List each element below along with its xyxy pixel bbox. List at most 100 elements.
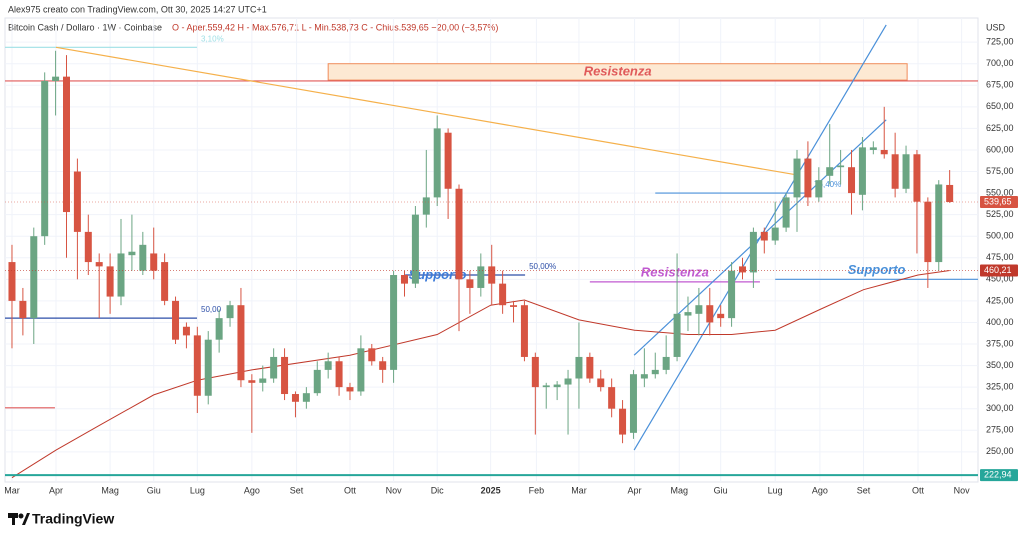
candle-body — [902, 154, 910, 189]
x-tick-label: Apr — [628, 485, 642, 495]
candle-body — [826, 167, 834, 176]
drawing-line — [633, 119, 887, 356]
candle-body — [673, 313, 681, 357]
y-tick-label: 700,00 — [986, 58, 1014, 68]
brand: TradingView — [32, 511, 114, 527]
candle-body — [270, 356, 278, 379]
candle-body — [182, 326, 190, 336]
candle-body — [837, 165, 845, 168]
candle-body — [379, 361, 387, 370]
candle-body — [346, 387, 354, 392]
x-tick-label: Ago — [812, 485, 828, 495]
support-value-badge — [980, 469, 1018, 482]
candle-body — [477, 266, 485, 288]
candle-body — [499, 283, 507, 306]
x-tick-label: Set — [290, 485, 304, 495]
candle-body — [19, 300, 27, 319]
candle-body — [248, 380, 256, 383]
candle-body — [662, 356, 670, 370]
x-tick-label: Lug — [768, 485, 783, 495]
candle-body — [357, 348, 365, 392]
candle-body — [531, 356, 539, 388]
ma-value-label: 460,21 — [984, 265, 1012, 275]
candle-body — [640, 374, 648, 379]
y-tick-label: 400,00 — [986, 317, 1014, 327]
y-tick-label: 550,00 — [986, 187, 1014, 197]
candle-body — [684, 312, 692, 316]
candle-body — [924, 201, 932, 263]
candle-body — [804, 158, 812, 198]
candle-body — [542, 385, 550, 388]
x-tick-label: Mar — [571, 485, 587, 495]
last-price-badge — [980, 196, 1018, 209]
candle-body — [815, 180, 823, 198]
currency: USD — [986, 22, 1006, 32]
x-tick-label: Ott — [344, 485, 357, 495]
candle-body — [8, 262, 16, 301]
candle-body — [193, 335, 201, 396]
y-tick-label: 300,00 — [986, 403, 1014, 413]
candle-body — [651, 369, 659, 375]
y-tick-label: 725,00 — [986, 37, 1014, 47]
x-tick-label: Lug — [190, 485, 205, 495]
y-tick-label: 625,00 — [986, 123, 1014, 133]
candle-body — [793, 158, 801, 198]
candle-body — [41, 80, 49, 237]
candle-body — [52, 76, 60, 81]
candle-body — [95, 262, 103, 267]
candle-body — [302, 393, 310, 402]
candle-body — [117, 253, 125, 297]
candle-body — [30, 236, 38, 319]
candle-body — [771, 227, 779, 241]
moving-average — [11, 270, 950, 479]
candle-body — [455, 188, 463, 280]
candle-body — [553, 384, 561, 388]
x-tick-label: Nov — [954, 485, 971, 495]
candle-body — [880, 149, 888, 155]
symbol: Bitcoin Cash / Dollaro · 1W · Coinbase — [8, 22, 162, 32]
candle-body — [913, 154, 921, 202]
candle-body — [335, 361, 343, 388]
drawing-label: 50,00% — [529, 262, 556, 271]
candle-body — [128, 251, 136, 256]
x-tick-label: 2025 — [481, 485, 501, 495]
y-tick-label: 475,00 — [986, 252, 1014, 262]
candle-body — [946, 184, 954, 203]
candle-body — [586, 356, 594, 379]
candle-body — [62, 76, 70, 213]
drawing-label: Resistenza — [584, 63, 652, 78]
y-tick-label: 675,00 — [986, 80, 1014, 90]
y-tick-label: 250,00 — [986, 446, 1014, 456]
candle-body — [575, 356, 583, 379]
candle-body — [259, 378, 267, 383]
candle-body — [400, 275, 408, 284]
candle-body — [313, 369, 321, 394]
candle-body — [106, 266, 114, 297]
candle-body — [728, 270, 736, 319]
y-tick-label: 500,00 — [986, 231, 1014, 241]
candle-body — [444, 132, 452, 189]
candle-body — [73, 171, 81, 232]
candle-body — [782, 197, 790, 228]
candle-body — [466, 279, 474, 288]
candle-body — [749, 231, 757, 273]
x-tick-label: Dic — [431, 485, 444, 495]
y-tick-label: 450,00 — [986, 274, 1014, 284]
drawing-label: 76,40% — [814, 180, 841, 189]
candle-body — [488, 266, 496, 284]
byline: Alex975 creato con TradingView.com, Ott … — [8, 4, 267, 14]
y-tick-label: 350,00 — [986, 360, 1014, 370]
candle-body — [869, 147, 877, 150]
candle-body — [510, 305, 518, 307]
x-tick-label: Nov — [386, 485, 403, 495]
x-tick-label: Mag — [670, 485, 688, 495]
candle-body — [226, 305, 234, 319]
y-tick-label: 425,00 — [986, 295, 1014, 305]
resistance-zone — [327, 63, 908, 81]
candle-body — [215, 318, 223, 340]
candle-body — [564, 378, 572, 385]
x-tick-label: Apr — [49, 485, 63, 495]
drawing-label: 50,00 — [201, 305, 222, 314]
candle-body — [172, 300, 180, 340]
